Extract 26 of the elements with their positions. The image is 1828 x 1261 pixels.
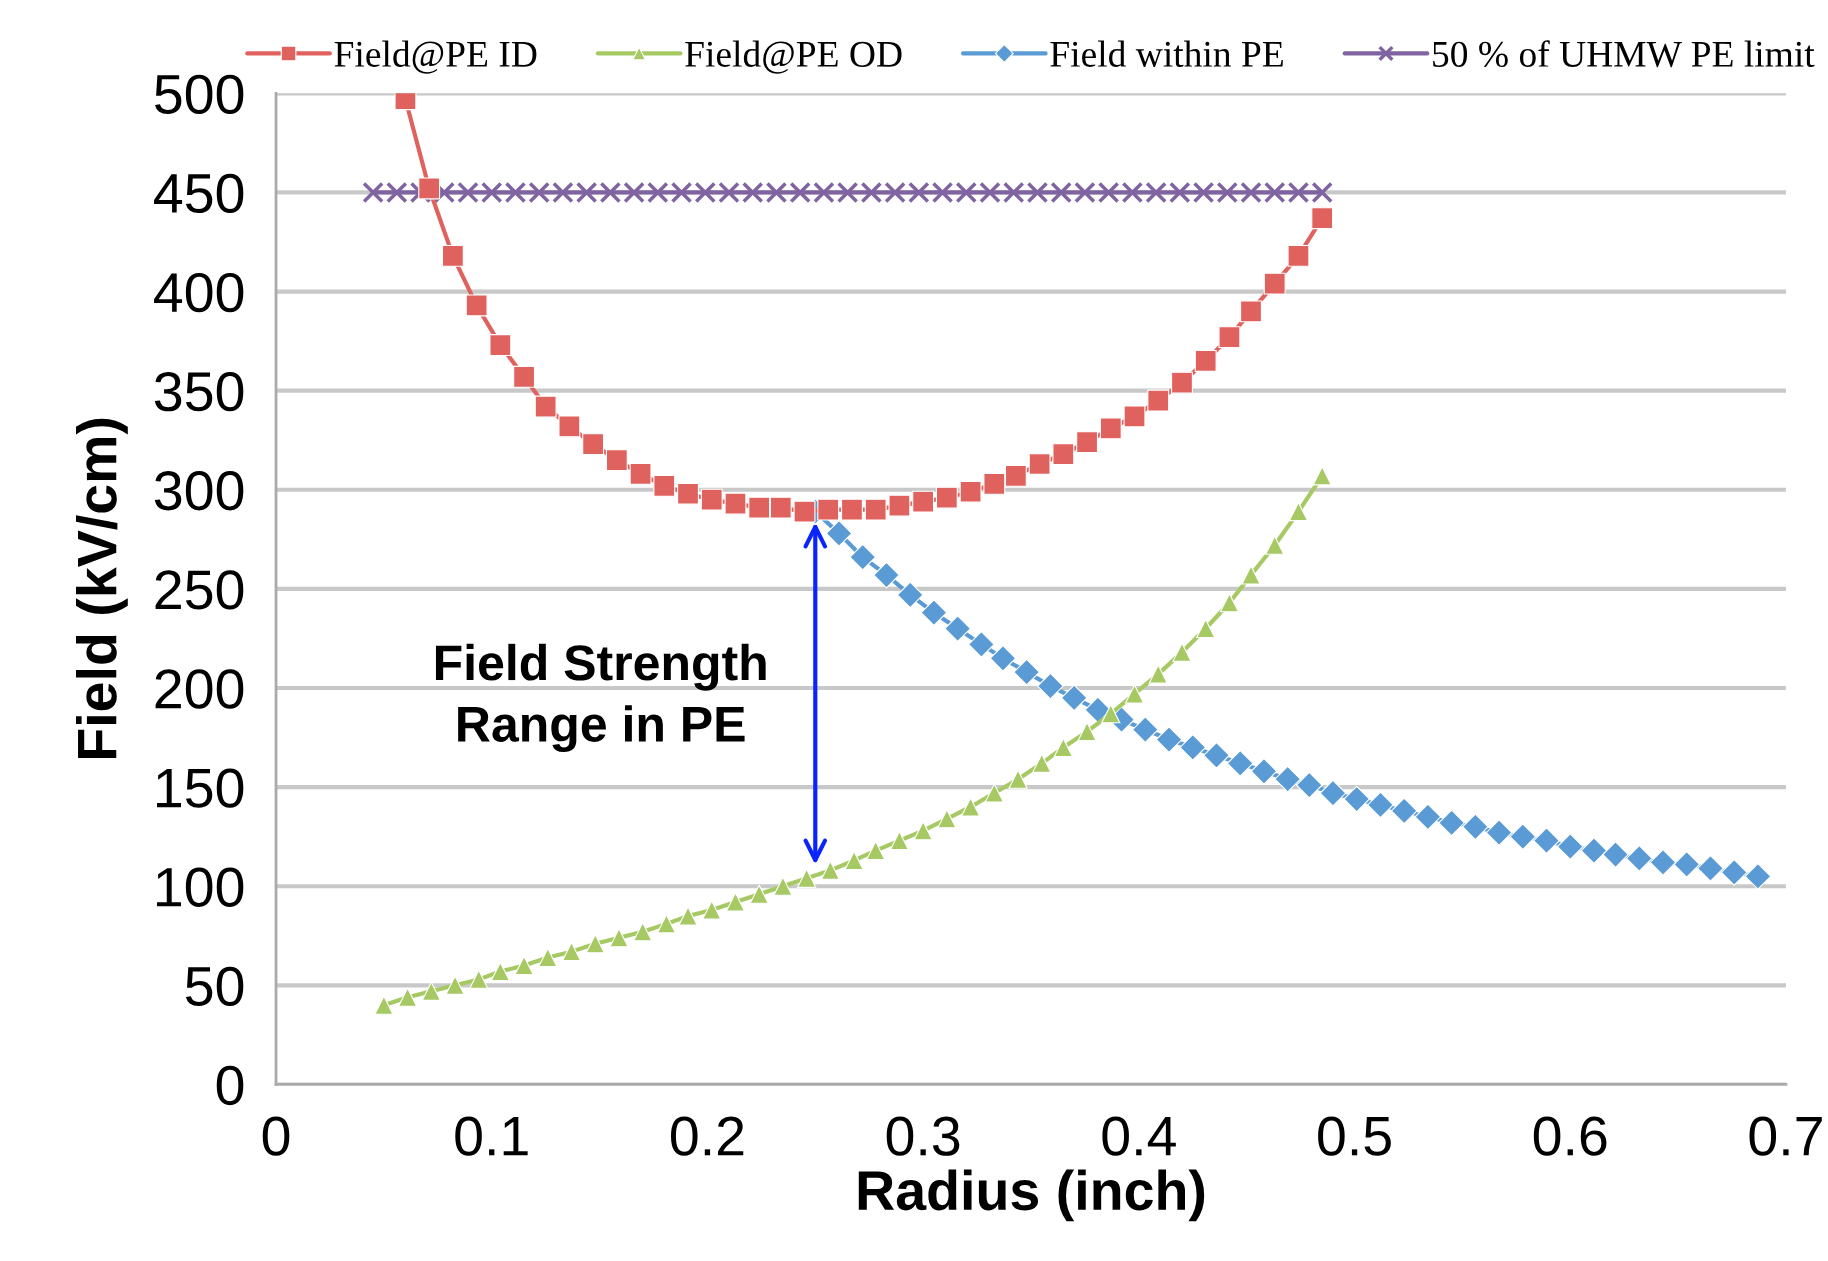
y-axis-title: Field (kV/cm) — [76, 418, 128, 759]
y-tick-label: 100 — [157, 867, 244, 907]
y-tick-label: 300 — [154, 471, 244, 511]
x-tick-label: 0.5 — [1318, 1116, 1391, 1156]
legend-label: Field within PE — [1050, 40, 1283, 67]
y-tick-label: 150 — [157, 768, 244, 808]
y-tick-label: 350 — [154, 371, 244, 412]
x-tick-label: 0.1 — [455, 1116, 528, 1156]
y-tick-label: 50 — [185, 966, 244, 1007]
annotation: Field Strength Range in PE — [435, 643, 766, 752]
x-axis-title: Radius (inch) — [858, 1169, 1205, 1222]
y-tick-label: 0 — [216, 1065, 244, 1106]
y-tick-label: 400 — [154, 272, 244, 313]
legend-label: Field@PE OD — [685, 40, 902, 74]
y-tick-label: 200 — [155, 669, 244, 709]
x-tick-label: 0.6 — [1533, 1116, 1607, 1156]
x-tick-label: 0.7 — [1749, 1116, 1822, 1156]
x-tick-label: 0 — [262, 1116, 290, 1156]
y-tick-label: 500 — [155, 74, 244, 114]
x-tick-label: 0.2 — [670, 1116, 744, 1156]
legend-label: Field@PE ID — [334, 40, 537, 74]
x-tick-label: 0.3 — [886, 1116, 960, 1156]
y-tick-label: 450 — [154, 173, 244, 214]
y-tick-label: 250 — [155, 570, 244, 610]
x-tick-label: 0.4 — [1102, 1116, 1176, 1156]
legend-label: 50 % of UHMW PE limit — [1433, 40, 1815, 68]
